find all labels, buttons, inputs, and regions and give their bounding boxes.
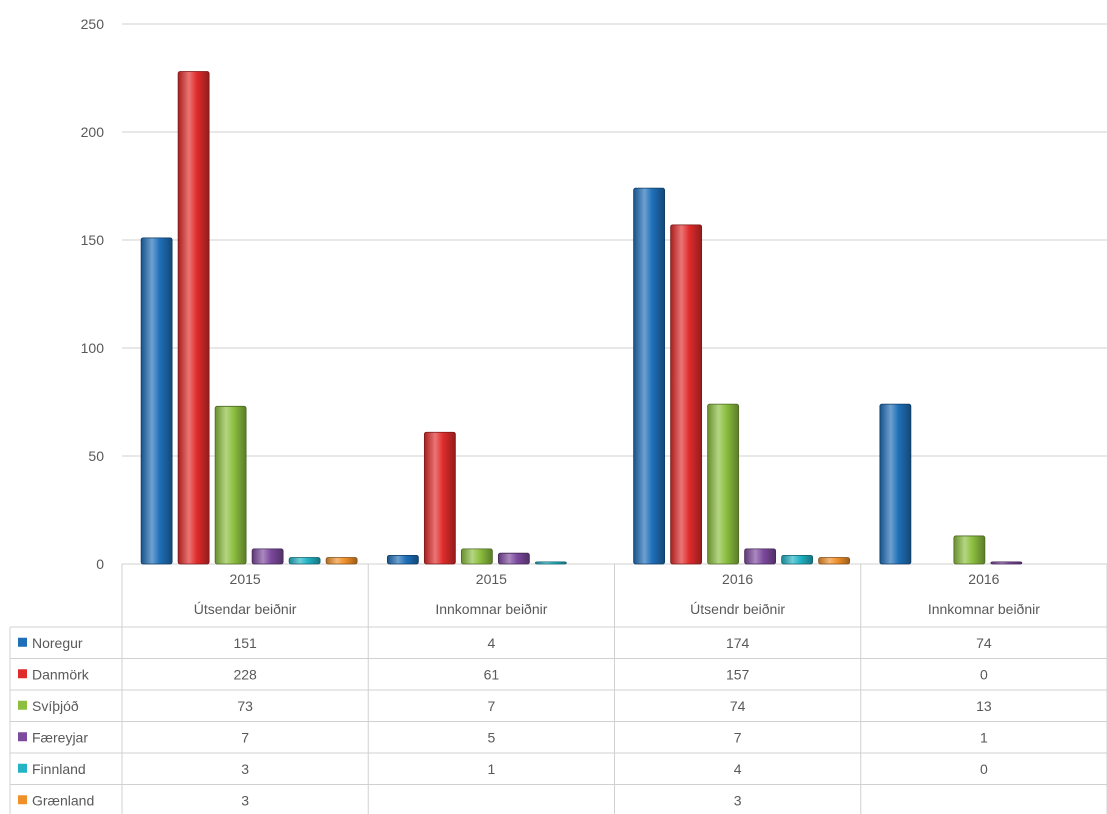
table-cell: 1 — [980, 729, 988, 745]
legend-key — [18, 732, 27, 742]
bar — [818, 557, 851, 565]
table-cell: 4 — [734, 761, 742, 777]
table-cell: 5 — [487, 729, 495, 745]
legend-key — [18, 795, 27, 805]
y-tick-label: 150 — [81, 232, 105, 248]
table-cell: 13 — [976, 698, 992, 714]
category-label: Útsendr beiðnir — [690, 601, 785, 617]
series-name: Noregur — [32, 635, 83, 651]
bar — [177, 71, 210, 565]
category-year-label: 2015 — [476, 571, 507, 587]
y-tick-label: 250 — [81, 16, 105, 32]
table-cell: 4 — [487, 635, 495, 651]
series-name: Finnland — [32, 761, 86, 777]
bar — [386, 554, 419, 565]
bar — [140, 237, 173, 565]
table-cell: 0 — [980, 666, 988, 682]
bar — [707, 403, 740, 565]
table-cell: 74 — [976, 635, 992, 651]
table-cell: 0 — [980, 761, 988, 777]
bar — [879, 403, 912, 565]
category-label: Útsendar beiðnir — [194, 601, 297, 617]
y-tick-label: 0 — [96, 556, 104, 572]
y-tick-label: 50 — [88, 448, 104, 464]
table-cell: 174 — [726, 635, 750, 651]
legend-key — [18, 763, 27, 773]
series-name: Færeyjar — [32, 729, 88, 745]
category-year-label: 2016 — [968, 571, 999, 587]
bar — [953, 535, 986, 565]
bar — [744, 548, 777, 565]
y-tick-label: 200 — [81, 124, 105, 140]
table-cell: 228 — [233, 666, 257, 682]
category-label: Innkomnar beiðnir — [928, 601, 1040, 617]
table-cell: 157 — [726, 666, 750, 682]
legend-key — [18, 669, 27, 679]
table-cell: 7 — [487, 698, 495, 714]
bar — [251, 548, 284, 565]
table-cell: 7 — [241, 729, 249, 745]
series-name: Danmörk — [32, 666, 90, 682]
table-cell: 61 — [484, 666, 500, 682]
table-cell: 73 — [237, 698, 253, 714]
table-cell: 7 — [734, 729, 742, 745]
category-label: Innkomnar beiðnir — [435, 601, 547, 617]
bar — [990, 561, 1023, 565]
table-cell: 3 — [734, 792, 742, 808]
category-year-label: 2016 — [722, 571, 753, 587]
bar — [460, 548, 493, 565]
bar — [423, 431, 456, 565]
series-name: Grænland — [32, 792, 94, 808]
bar — [781, 554, 814, 565]
category-year-label: 2015 — [230, 571, 261, 587]
bar — [325, 557, 358, 565]
table-cell: 74 — [730, 698, 746, 714]
table-cell: 3 — [241, 761, 249, 777]
table-cell: 3 — [241, 792, 249, 808]
legend-key — [18, 637, 27, 647]
y-tick-label: 100 — [81, 340, 105, 356]
bar — [497, 552, 530, 565]
series-name: Svíþjóð — [32, 698, 79, 714]
table-cell: 151 — [233, 635, 257, 651]
legend-key — [18, 700, 27, 710]
table-cell: 1 — [487, 761, 495, 777]
bar — [288, 557, 321, 565]
bar — [534, 561, 567, 565]
bar — [214, 405, 247, 565]
bar — [633, 187, 666, 565]
bar — [670, 224, 703, 565]
